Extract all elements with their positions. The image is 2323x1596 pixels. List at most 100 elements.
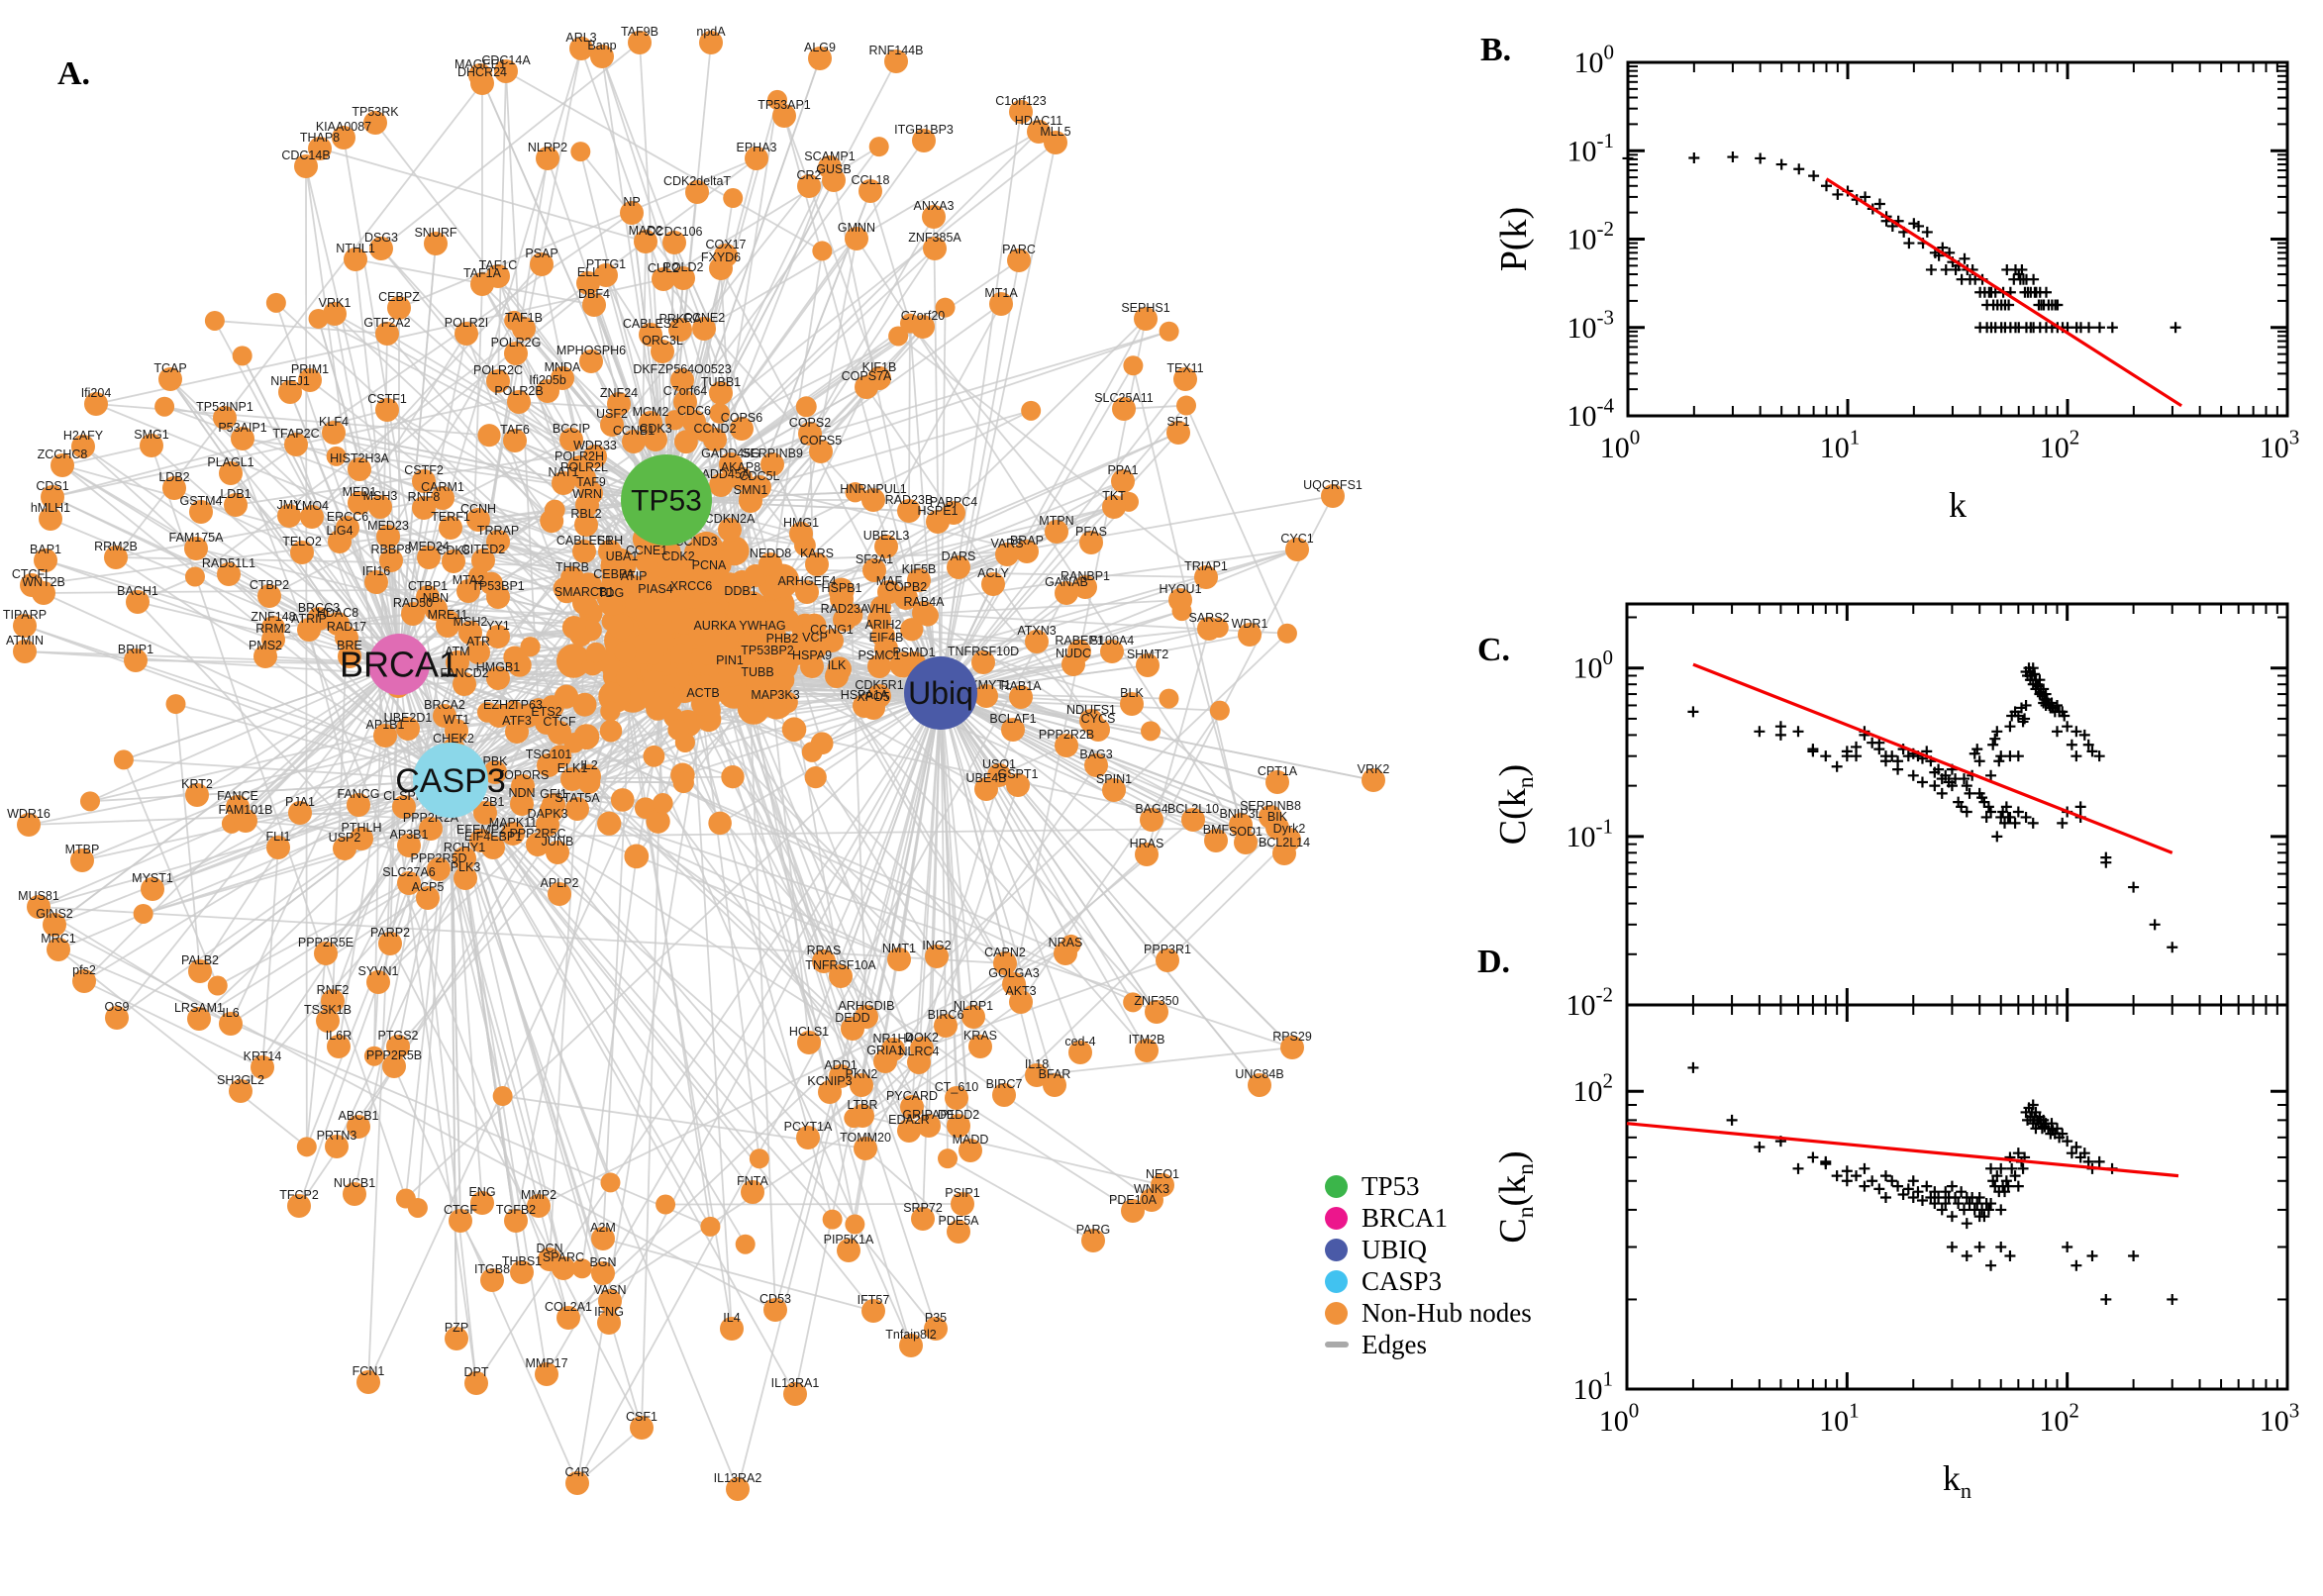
data-point [1995,1242,2007,1252]
network-edge [123,758,452,781]
data-point [1987,739,1999,750]
network-edge [231,663,400,825]
network-node [556,644,591,678]
tick-label: 100 [1599,1399,1640,1439]
tick-label: 101 [1819,1399,1860,1439]
network-edge [479,74,667,501]
network-edge [940,692,1158,1013]
network-node [708,811,732,836]
data-point [2070,1259,2082,1271]
data-point [1991,726,2003,738]
network-node [667,719,689,741]
network-edge [758,409,1032,488]
data-point [1859,1162,1870,1174]
network-node [646,809,670,834]
data-point [2004,721,2016,733]
data-point [2062,721,2073,733]
fit-line [1825,177,2182,408]
network-edge [318,318,667,501]
network-edge [853,692,942,1119]
data-point [2028,273,2040,285]
network-edge [228,573,452,781]
data-point [2009,817,2021,829]
network-edge [940,610,1182,694]
network-node [520,637,541,657]
data-point [2020,811,2032,823]
network-edge [636,855,900,960]
network-node [776,609,800,632]
data-point [1831,760,1843,772]
network-edge [89,779,452,803]
network-node [600,701,621,722]
network-edge [940,692,974,1018]
data-point [1879,755,1891,767]
data-point [1754,726,1766,738]
network-edge [505,70,823,252]
network-edge [940,259,1020,694]
network-edge [450,779,834,1221]
network-edge [38,711,488,908]
data-point [1807,744,1819,755]
network-edge [940,404,1187,694]
network-node [643,745,665,767]
network-edge [869,190,911,324]
data-point [1959,252,1970,264]
network-edge [38,906,232,1025]
data-point [1879,1191,1891,1203]
node-swatch-icon [1325,1206,1348,1230]
network-edge [1036,1047,1293,1076]
data-point [2066,739,2077,750]
network-edge [319,148,647,243]
network-edge [200,212,633,513]
network-node [845,482,865,503]
data-point [1792,726,1804,738]
data-point [1820,1158,1832,1170]
network-edge [1003,827,1278,1096]
data-point [1808,170,1820,182]
network-edge [61,445,152,466]
network-edge [940,549,1298,694]
network-edge [116,779,452,1019]
tick-label: 10-2 [1567,217,1615,256]
data-point [1940,263,1952,275]
network-edge [682,692,942,776]
network-edge [940,692,1056,1086]
network-legend: TP53 BRCA1 UBIQ CASP3 Non-Hub nodes Edges [1325,1170,1532,1360]
network-edge [665,322,911,501]
data-point [1907,769,1919,781]
data-point [1832,188,1844,200]
data-point [1989,733,2001,745]
data-point [1936,787,1948,799]
network-edge [808,692,942,1044]
legend-item-brca1: BRCA1 [1325,1202,1532,1234]
network-edge [538,944,1072,1207]
network-edge [387,320,515,538]
data-point [2062,1242,2073,1252]
panel-b-label: B. [1480,32,1512,68]
network-edge [24,650,400,665]
data-point [1973,755,1985,767]
data-point [2052,299,2064,311]
data-point [1946,1180,1958,1192]
data-point [2083,322,2095,334]
data-point [1916,776,1928,788]
data-point [2170,322,2181,334]
network-edge [940,142,1057,694]
data-point [1985,1259,1997,1271]
network-edge [332,637,348,1002]
network-node [572,692,597,717]
plot-frame [1626,60,2289,418]
network-edge [497,70,507,382]
data-point [1993,755,2005,767]
data-point [1879,1170,1891,1182]
network-edge [405,692,942,1200]
network-edge [450,779,611,1302]
tick-label: 103 [2260,1399,2300,1439]
data-point [2100,1293,2112,1305]
tick-label: 10-2 [1566,983,1614,1023]
network-edge [940,692,949,1159]
network-edge [175,703,452,781]
network-edge [940,692,960,1127]
data-point [1726,1114,1738,1126]
data-point [1897,1189,1909,1201]
